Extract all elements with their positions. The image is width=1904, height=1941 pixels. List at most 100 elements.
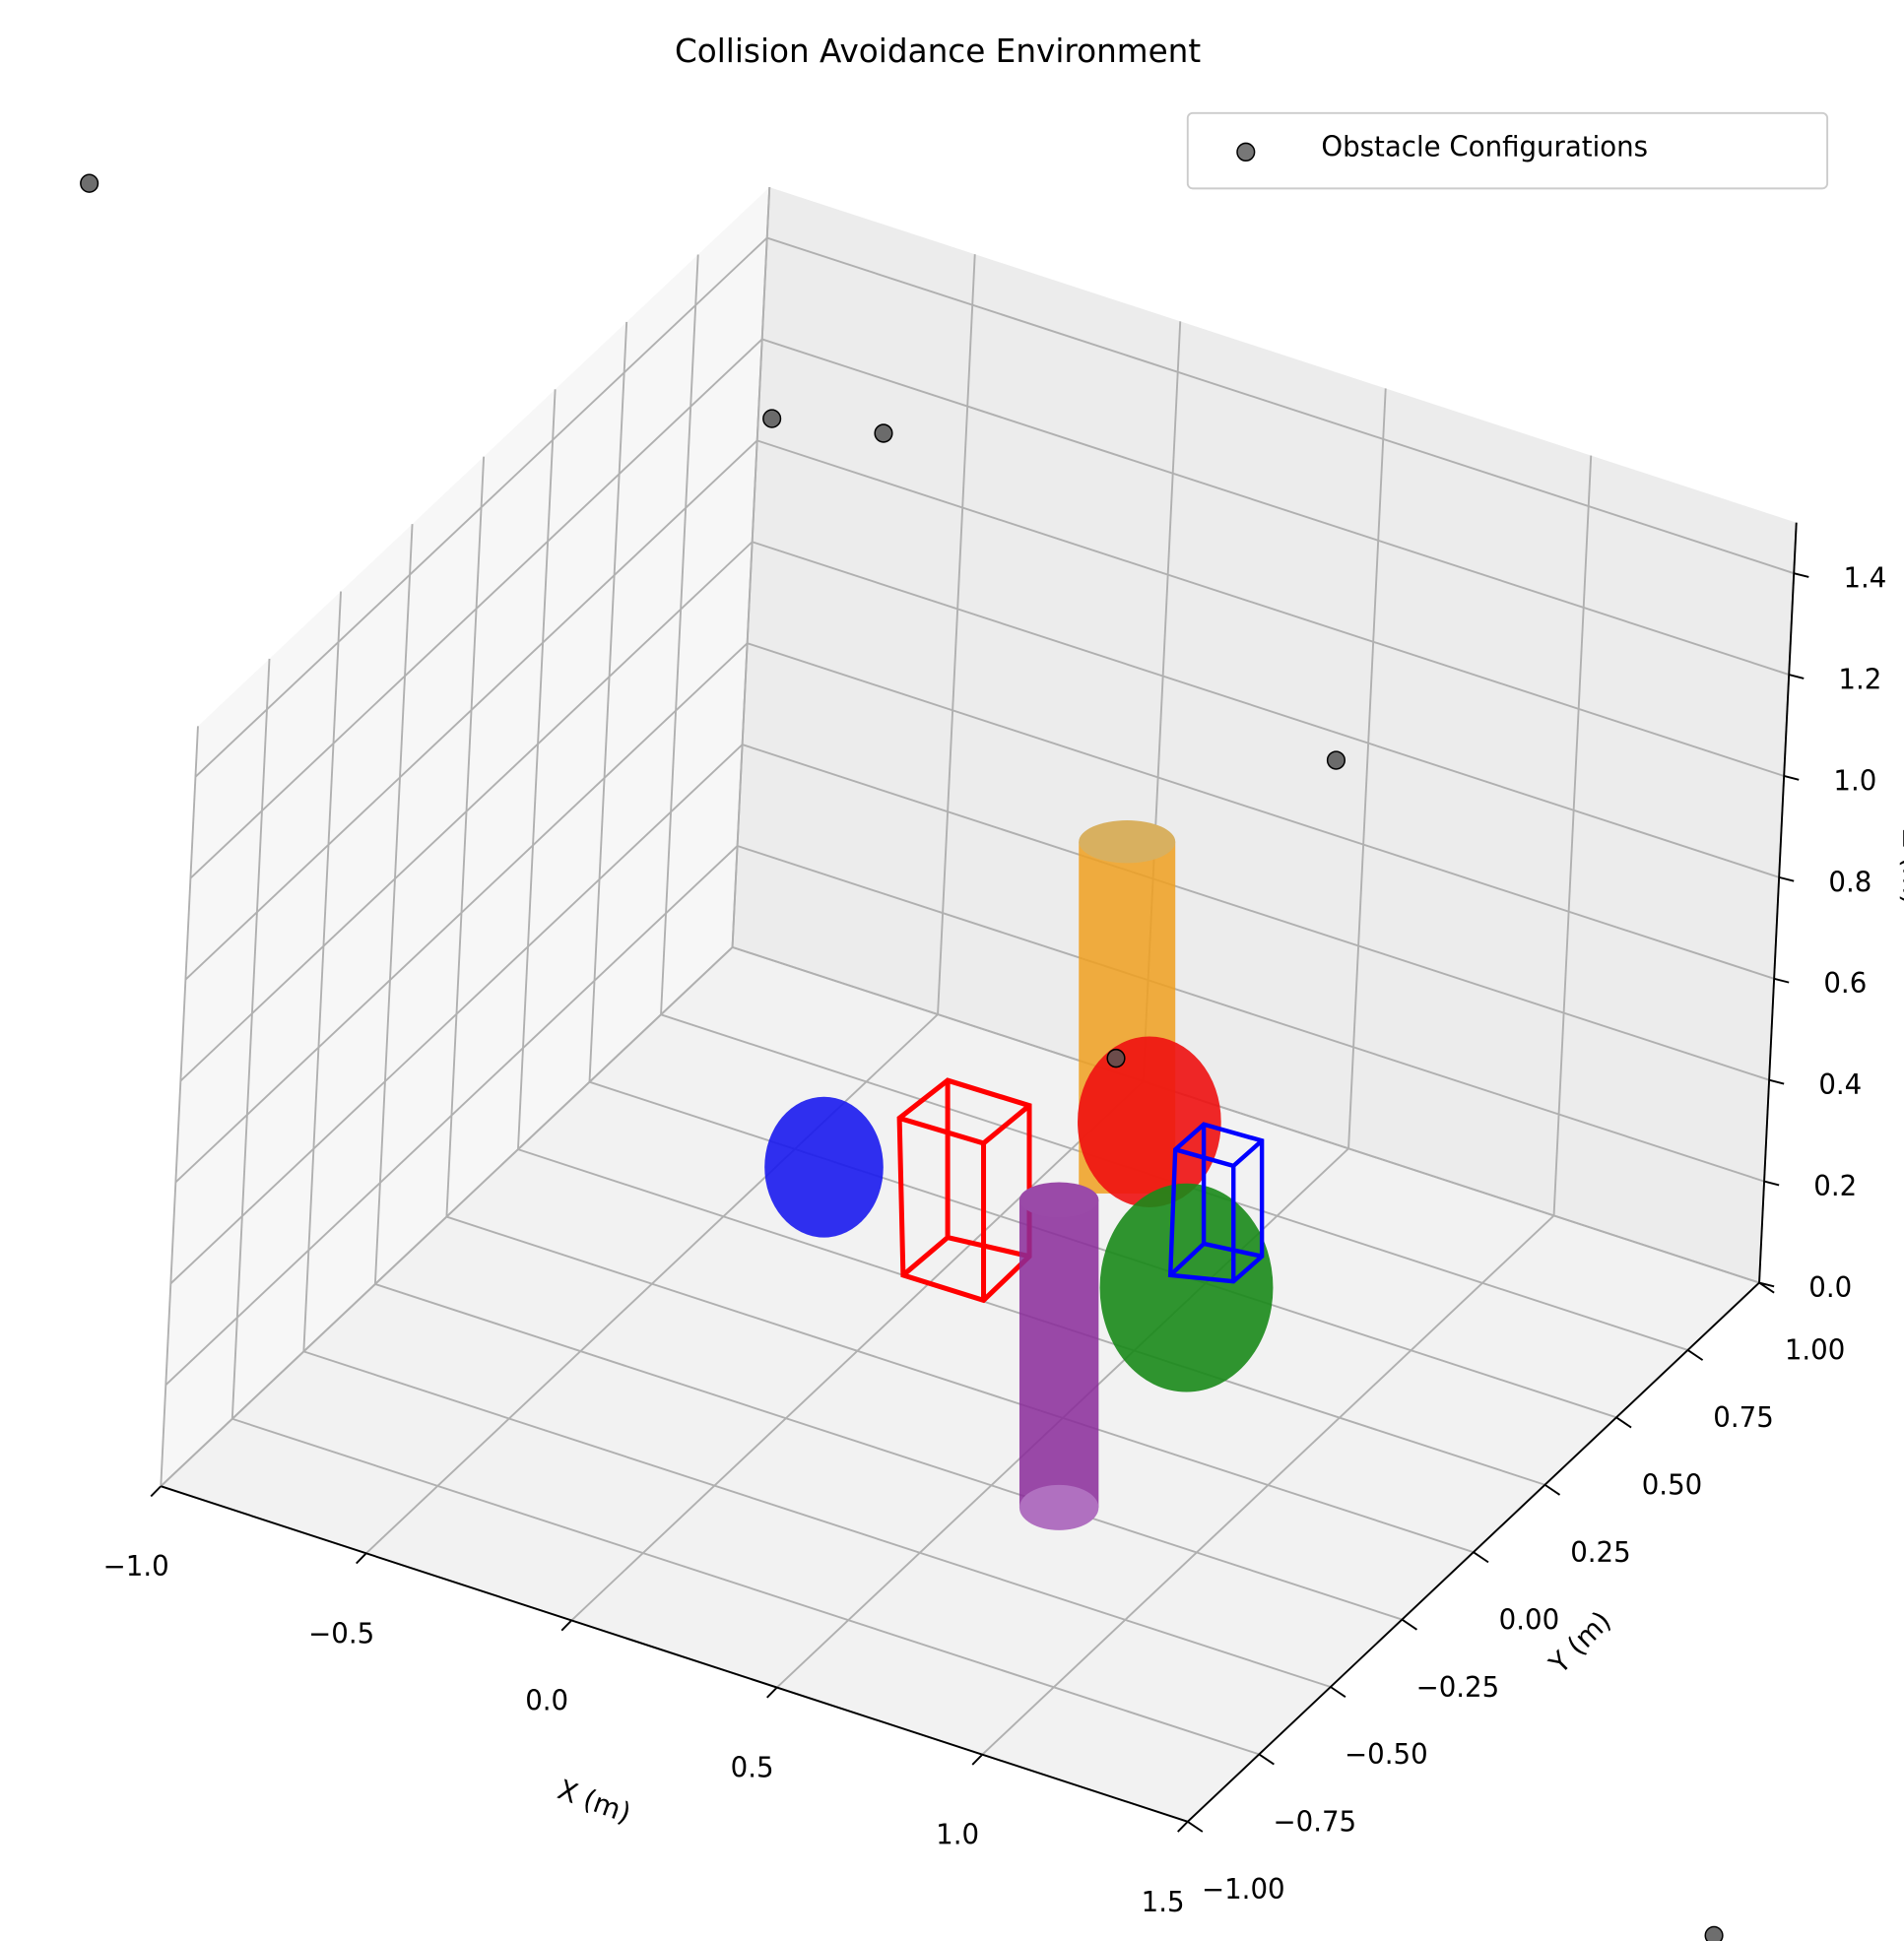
y-tick-label: 0.25 (1570, 1536, 1630, 1569)
grid-line (732, 945, 1760, 1284)
legend: Obstacle Configurations (1186, 111, 1829, 190)
legend-box (1186, 111, 1829, 190)
grid-line (169, 744, 744, 1285)
green-sphere (1099, 1183, 1274, 1392)
y-tick (1258, 1753, 1275, 1766)
grid-line (194, 236, 768, 778)
grid-line (1552, 455, 1593, 1216)
grid-line (1347, 388, 1387, 1149)
purple-cylinder-bottom (1018, 1484, 1099, 1530)
point (1704, 1925, 1724, 1941)
point (762, 409, 782, 428)
grid-line (373, 524, 414, 1285)
grid-line (174, 642, 749, 1184)
blue-box (1167, 1122, 1265, 1284)
grid-line (752, 541, 1780, 878)
y-tick (1187, 1821, 1204, 1833)
grid-line (160, 726, 199, 1487)
z-tick-label: 0.6 (1823, 967, 1867, 1000)
grid-line (747, 642, 1775, 980)
y-tick (1330, 1686, 1346, 1698)
y-tick-label: 1.00 (1785, 1334, 1845, 1367)
y-tick (1686, 1349, 1704, 1361)
grid-line (230, 658, 271, 1419)
legend-marker (1236, 142, 1256, 162)
y-tick (1401, 1618, 1417, 1631)
purple-cylinder (1018, 1199, 1099, 1508)
grid-line (303, 1350, 1332, 1688)
z-tick (1778, 875, 1795, 882)
back-pane (732, 187, 1797, 1283)
grid-line (737, 845, 1765, 1183)
x-tick (971, 1754, 983, 1766)
y-tick-label: −0.75 (1274, 1805, 1357, 1838)
grid-line (374, 1283, 1403, 1621)
z-tick (1763, 1180, 1780, 1187)
purple-cylinder-top (1018, 1182, 1099, 1218)
orange-cylinder-top (1079, 820, 1176, 864)
grid-line (731, 187, 771, 947)
panes (161, 187, 1797, 1822)
legend-label: Obstacle Configurations (1321, 130, 1648, 162)
x-tick-label: 0.0 (525, 1684, 568, 1716)
z-tick-label: 1.2 (1838, 663, 1881, 695)
obstacle-shapes (764, 820, 1274, 1530)
point (80, 173, 99, 193)
grid-line (445, 456, 486, 1217)
y-tick-label: 0.00 (1499, 1603, 1559, 1636)
grid-line (179, 541, 754, 1082)
x-tick (766, 1686, 778, 1699)
y-tick-label: −0.25 (1416, 1671, 1500, 1704)
grid-line (742, 744, 1770, 1081)
x-tick (560, 1619, 572, 1632)
y-tick-label: −0.50 (1345, 1738, 1428, 1771)
grid-line (189, 338, 763, 879)
z-tick-label: 0.2 (1813, 1170, 1857, 1202)
z-axis-label: Z (m) (1897, 829, 1904, 905)
x-tick-label: −0.5 (308, 1617, 374, 1650)
grid-line (160, 946, 734, 1487)
z-tick-label: 1.4 (1843, 561, 1886, 594)
grid-line (164, 845, 739, 1386)
x-tick (356, 1552, 367, 1565)
x-tick-label: 1.0 (936, 1818, 979, 1850)
grid-line (302, 591, 342, 1352)
point (1326, 750, 1346, 770)
z-tick (1783, 775, 1800, 781)
x-tick-label: 1.5 (1142, 1886, 1185, 1918)
x-axis-line (160, 1485, 1189, 1823)
blue-box-edges (1167, 1122, 1265, 1284)
grid-line (589, 1080, 1617, 1419)
grid-line (756, 439, 1785, 777)
grid-line (517, 389, 557, 1150)
point (1106, 1048, 1126, 1068)
x-tick-label: −1.0 (103, 1550, 169, 1583)
y-tick (1543, 1483, 1561, 1496)
red-sphere (1077, 1036, 1221, 1207)
point (874, 423, 893, 443)
y-axis-line (1187, 1281, 1760, 1823)
grid-line (184, 439, 758, 981)
z-tick (1773, 977, 1790, 984)
z-tick-label: 0.4 (1818, 1068, 1862, 1101)
z-tick-label: 0.8 (1828, 866, 1871, 898)
grid-line (660, 254, 699, 1015)
y-tick-label: 0.50 (1642, 1468, 1702, 1501)
grid-line (231, 1417, 1260, 1756)
z-tick (1758, 1281, 1775, 1288)
grid-line (766, 236, 1795, 575)
points (80, 173, 1724, 1941)
z-tick-label: 0.0 (1808, 1271, 1852, 1304)
y-tick (1473, 1551, 1489, 1564)
grid-line (588, 321, 628, 1082)
y-tick-label: 0.75 (1713, 1401, 1773, 1434)
y-tick-label: −1.00 (1202, 1873, 1285, 1906)
blue-sphere (764, 1096, 884, 1238)
z-axis-line (1758, 522, 1798, 1283)
z-tick (1768, 1078, 1785, 1085)
x-tick (1177, 1821, 1189, 1833)
grid-line (446, 1215, 1475, 1554)
grid-line (937, 254, 976, 1015)
